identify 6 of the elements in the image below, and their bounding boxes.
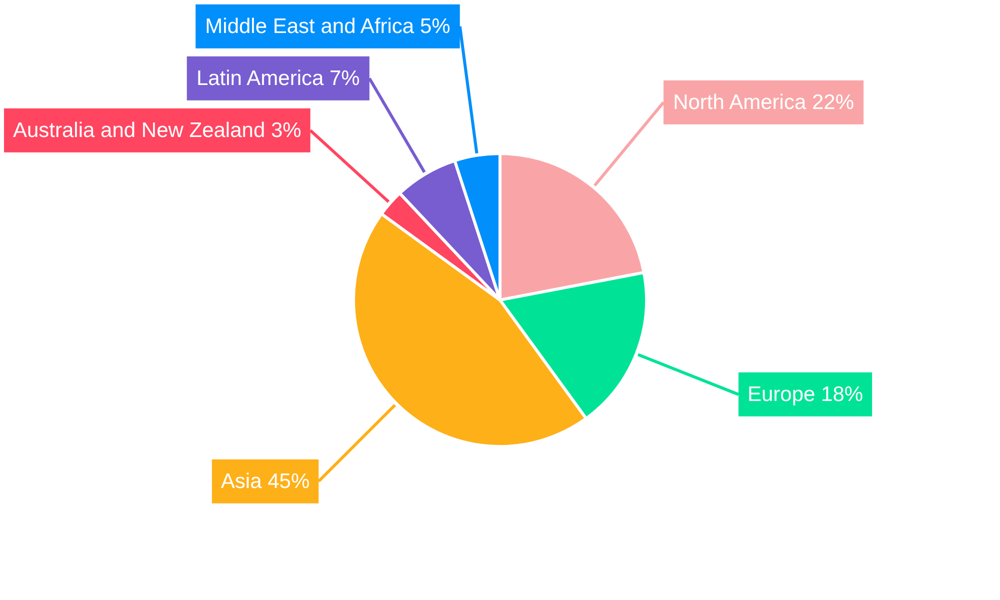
slice-label: Asia 45% bbox=[220, 470, 310, 494]
slice-label: Australia and New Zealand 3% bbox=[12, 119, 302, 142]
slice-label: Europe 18% bbox=[747, 383, 864, 406]
slice-label: North America 22% bbox=[673, 91, 854, 114]
slice-label: Latin America 7% bbox=[196, 67, 360, 90]
slice-label: Middle East and Africa 5% bbox=[205, 15, 450, 38]
